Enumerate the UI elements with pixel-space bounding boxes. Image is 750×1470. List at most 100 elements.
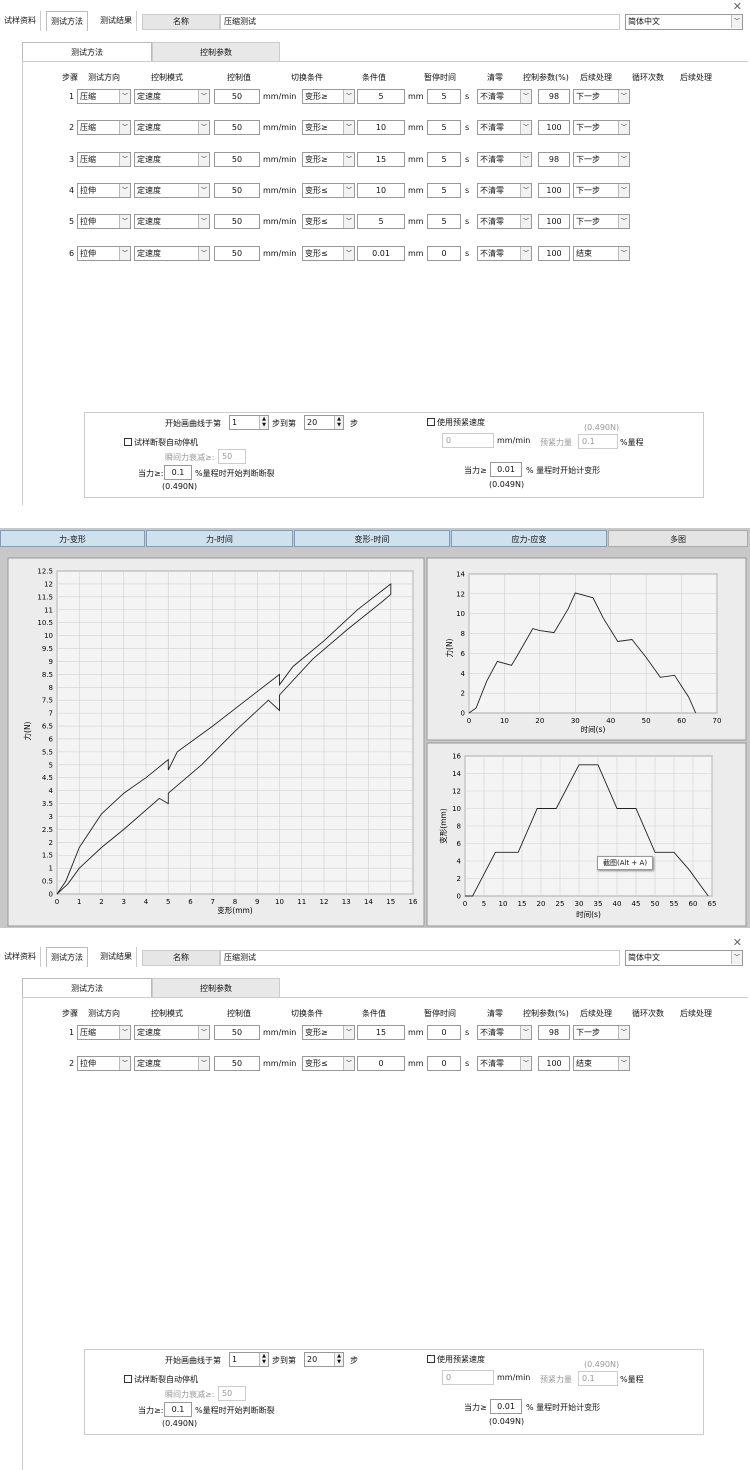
- condition-value-input[interactable]: 10: [357, 182, 405, 198]
- name-field[interactable]: 压缩测试: [220, 950, 620, 966]
- chevron-down-icon[interactable]: ﹀: [618, 121, 629, 135]
- next-action-select[interactable]: 下一步 ﹀: [573, 1025, 630, 1040]
- instant-drop-input[interactable]: 50: [218, 449, 246, 464]
- chart-tab-multi[interactable]: 多图: [608, 530, 748, 547]
- chevron-down-icon[interactable]: ﹀: [343, 1026, 354, 1039]
- chart-tab-deform-time[interactable]: 变形-时间: [294, 530, 450, 547]
- chevron-down-icon[interactable]: ﹀: [343, 121, 354, 135]
- condition-select[interactable]: 变形≥ ﹀: [302, 1025, 355, 1040]
- pause-time-input[interactable]: 5: [427, 182, 461, 198]
- control-param-input[interactable]: 100: [538, 214, 570, 230]
- close-icon[interactable]: ✕: [732, 0, 742, 13]
- next-action-select[interactable]: 下一步 ﹀: [573, 89, 630, 104]
- next-action-select[interactable]: 结束 ﹀: [573, 1056, 630, 1072]
- chevron-down-icon[interactable]: ﹀: [618, 246, 629, 260]
- zero-select[interactable]: 不清零 ﹀: [477, 214, 532, 230]
- chevron-down-icon[interactable]: ﹀: [198, 246, 209, 260]
- chevron-down-icon[interactable]: ﹀: [343, 246, 354, 260]
- mode-select[interactable]: 定速度 ﹀: [134, 120, 210, 136]
- end-step-spinner[interactable]: 20 ▲ ▼: [304, 1352, 344, 1367]
- mode-select[interactable]: 定速度 ﹀: [134, 89, 210, 104]
- chevron-down-icon[interactable]: ﹀: [343, 183, 354, 197]
- direction-select[interactable]: 拉伸 ﹀: [77, 214, 131, 230]
- control-value-input[interactable]: 50: [214, 245, 260, 261]
- condition-value-input[interactable]: 0.01: [357, 245, 405, 261]
- auto-stop-checkbox[interactable]: 试样断裂自动停机: [124, 1374, 198, 1385]
- close-icon[interactable]: ✕: [732, 936, 742, 949]
- subtab-control-params[interactable]: 控制参数: [152, 42, 280, 62]
- condition-value-input[interactable]: 5: [357, 214, 405, 230]
- zero-select[interactable]: 不清零 ﹀: [477, 151, 532, 167]
- control-value-input[interactable]: 50: [214, 151, 260, 167]
- pause-time-input[interactable]: 0: [427, 245, 461, 261]
- control-param-input[interactable]: 98: [538, 151, 570, 167]
- chevron-down-icon[interactable]: ﹀: [119, 215, 130, 229]
- use-preload-checkbox[interactable]: 使用预紧速度: [427, 1354, 485, 1365]
- chevron-down-icon[interactable]: ﹀: [119, 121, 130, 135]
- zero-select[interactable]: 不清零 ﹀: [477, 1025, 532, 1040]
- condition-select[interactable]: 变形≥ ﹀: [302, 89, 355, 104]
- chevron-down-icon[interactable]: ﹀: [343, 215, 354, 229]
- control-value-input[interactable]: 50: [214, 89, 260, 104]
- mode-select[interactable]: 定速度 ﹀: [134, 1056, 210, 1072]
- chevron-down-icon[interactable]: ﹀: [618, 1026, 629, 1039]
- subtab-test-method[interactable]: 测试方法: [22, 42, 152, 62]
- direction-select[interactable]: 压缩 ﹀: [77, 120, 131, 136]
- spinner-arrows-icon[interactable]: ▲ ▼: [259, 416, 268, 429]
- control-param-input[interactable]: 98: [538, 1025, 570, 1040]
- pause-time-input[interactable]: 0: [427, 1056, 461, 1072]
- direction-select[interactable]: 拉伸 ﹀: [77, 245, 131, 261]
- condition-select[interactable]: 变形≥ ﹀: [302, 151, 355, 167]
- chevron-down-icon[interactable]: ﹀: [198, 1057, 209, 1071]
- control-value-input[interactable]: 50: [214, 120, 260, 136]
- mode-select[interactable]: 定速度 ﹀: [134, 1025, 210, 1040]
- control-value-input[interactable]: 50: [214, 1025, 260, 1040]
- instant-drop-input[interactable]: 50: [218, 1386, 246, 1401]
- chevron-down-icon[interactable]: ﹀: [198, 183, 209, 197]
- tab-test-method[interactable]: 测试方法: [46, 11, 88, 31]
- mode-select[interactable]: 定速度 ﹀: [134, 245, 210, 261]
- chevron-down-icon[interactable]: ﹀: [618, 183, 629, 197]
- control-param-input[interactable]: 100: [538, 120, 570, 136]
- chevron-down-icon[interactable]: ﹀: [343, 1057, 354, 1071]
- condition-value-input[interactable]: 0: [357, 1056, 405, 1072]
- tab-test-result[interactable]: 测试结果: [96, 947, 137, 967]
- control-param-input[interactable]: 98: [538, 89, 570, 104]
- preload-force-input[interactable]: 0.1: [578, 1371, 618, 1386]
- checkbox-icon[interactable]: [427, 418, 435, 426]
- auto-stop-checkbox[interactable]: 试样断裂自动停机: [124, 437, 198, 448]
- tab-sample-info[interactable]: 试样资料: [0, 947, 41, 967]
- chevron-down-icon[interactable]: ﹀: [520, 183, 531, 197]
- chevron-down-icon[interactable]: ﹀: [618, 1057, 629, 1071]
- chart-tab-force-deform[interactable]: 力-变形: [0, 530, 145, 547]
- chevron-down-icon[interactable]: ﹀: [119, 1057, 130, 1071]
- chevron-down-icon[interactable]: ﹀: [119, 183, 130, 197]
- chevron-down-icon[interactable]: ﹀: [618, 90, 629, 103]
- control-value-input[interactable]: 50: [214, 182, 260, 198]
- spinner-arrows-icon[interactable]: ▲ ▼: [259, 1353, 268, 1366]
- subtab-test-method[interactable]: 测试方法: [22, 978, 152, 998]
- direction-select[interactable]: 压缩 ﹀: [77, 1025, 131, 1040]
- condition-value-input[interactable]: 10: [357, 120, 405, 136]
- chevron-down-icon[interactable]: ﹀: [520, 246, 531, 260]
- control-param-input[interactable]: 100: [538, 1056, 570, 1072]
- chevron-down-icon[interactable]: ﹀: [520, 1057, 531, 1071]
- chevron-down-icon[interactable]: ﹀: [198, 121, 209, 135]
- use-preload-checkbox[interactable]: 使用预紧速度: [427, 417, 485, 428]
- condition-select[interactable]: 变形≤ ﹀: [302, 182, 355, 198]
- chevron-down-icon[interactable]: ﹀: [198, 90, 209, 103]
- zero-select[interactable]: 不清零 ﹀: [477, 245, 532, 261]
- chevron-down-icon[interactable]: ﹀: [618, 215, 629, 229]
- tab-sample-info[interactable]: 试样资料: [0, 11, 41, 31]
- tab-test-method[interactable]: 测试方法: [46, 947, 88, 967]
- condition-value-input[interactable]: 15: [357, 1025, 405, 1040]
- pause-time-input[interactable]: 5: [427, 89, 461, 104]
- preload-force-input[interactable]: 0.1: [578, 434, 618, 449]
- mode-select[interactable]: 定速度 ﹀: [134, 151, 210, 167]
- next-action-select[interactable]: 下一步 ﹀: [573, 214, 630, 230]
- direction-select[interactable]: 压缩 ﹀: [77, 151, 131, 167]
- checkbox-icon[interactable]: [427, 1355, 435, 1363]
- next-action-select[interactable]: 结束 ﹀: [573, 245, 630, 261]
- spinner-arrows-icon[interactable]: ▲ ▼: [334, 1353, 343, 1366]
- checkbox-icon[interactable]: [124, 1375, 132, 1383]
